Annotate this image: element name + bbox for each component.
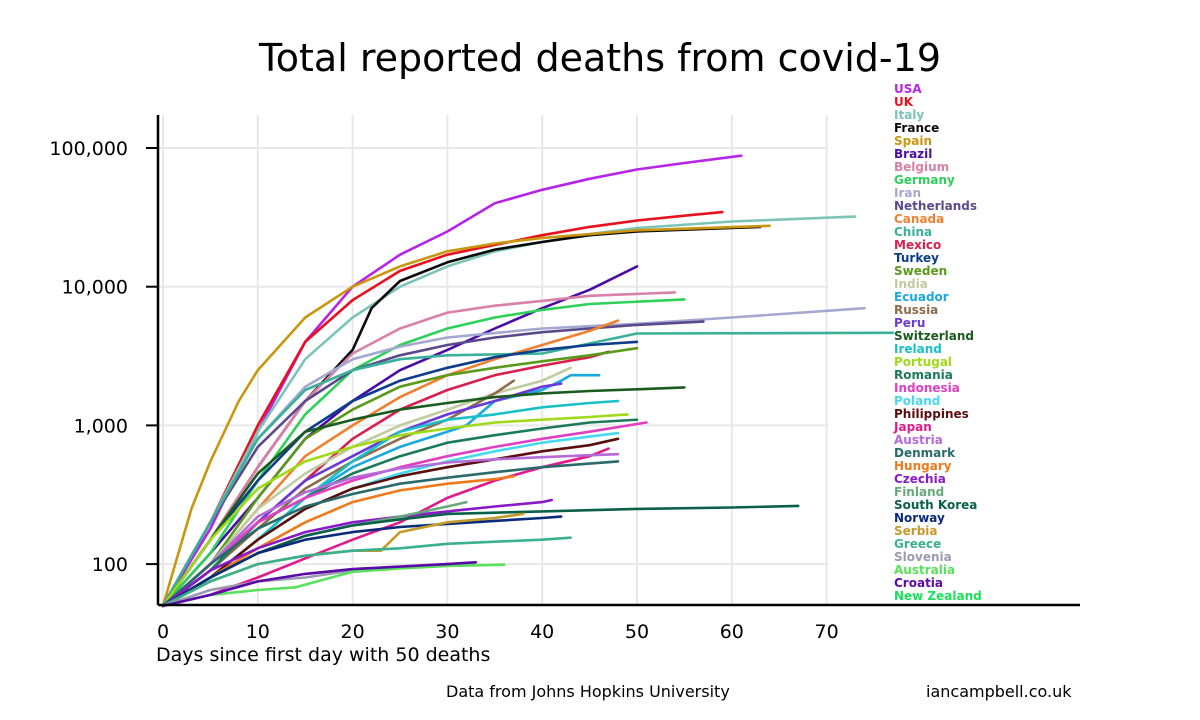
series-line-sweden [161,346,639,608]
series-line-uk [161,210,724,608]
axis-layer: 0 10 20 30 40 50 60 70 100 1,000 10,000 100,000 [49,115,1080,643]
series-line-spain [161,224,771,608]
series-line-brazil [161,265,639,608]
series-line-philippines [161,437,620,608]
legend-entry: South Korea [894,498,978,512]
legend-entry: Finland [894,485,945,499]
credit-note: iancampbell.co.uk [926,682,1072,701]
legend-entry: Czechia [894,472,946,486]
x-axis-label: Days since first day with 50 deaths [156,644,491,666]
legend-entry: Japan [894,420,932,434]
x-tick-label: 40 [530,621,554,643]
series-line-turkey [161,340,639,608]
series-line-portugal [161,413,629,608]
x-tick-label: 60 [720,621,744,643]
legend-entry: Slovenia [894,550,952,564]
legend-entry: Brazil [894,147,933,161]
legend-entry: China [894,225,933,239]
legend-entry: Philippines [894,407,969,421]
x-tick-label: 30 [435,621,459,643]
legend-entry: Serbia [894,524,938,538]
legend: USA UK Italy France Spain Brazil Belgium German… [894,83,982,603]
data-source-note: Data from Johns Hopkins University [446,682,730,701]
legend-entry: Ecuador [894,290,949,304]
legend-entry: Portugal [894,355,953,369]
legend-entry: Austria [894,433,943,447]
series-layer [161,154,895,608]
y-tick-label: 100,000 [49,138,128,160]
y-tick-label: 10,000 [62,277,128,299]
series-line-norway [161,515,563,608]
legend-entry: Turkey [894,251,939,265]
x-tick-label: 0 [157,621,169,643]
legend-entry: Sweden [894,264,948,278]
legend-entry: Russia [894,303,939,317]
legend-entry: Romania [894,368,953,382]
legend-entry: Hungary [894,459,952,473]
legend-entry: Poland [894,394,941,408]
series-line-italy [161,215,857,608]
legend-entry: India [894,277,928,291]
x-tick-label: 50 [625,621,649,643]
series-line-czechia [161,498,553,608]
legend-entry: Peru [894,316,926,330]
legend-entry: Switzerland [894,329,974,343]
legend-entry: Netherlands [894,199,978,213]
legend-entry: Greece [894,537,942,551]
series-line-denmark [161,460,620,608]
series-line-france [161,225,762,608]
legend-entry: Denmark [894,446,956,460]
series-line-hungary [161,474,516,608]
series-line-china [161,331,895,608]
x-tick-label: 20 [341,621,365,643]
series-line-belgium [161,291,677,608]
legend-entry: Ireland [894,342,942,356]
x-tick-label: 10 [246,621,270,643]
series-line-austria [161,452,620,608]
series-line-greece [161,536,572,608]
series-line-croatia [161,561,478,608]
legend-entry: Italy [894,108,925,122]
legend-entry: New Zealand [894,589,982,603]
legend-entry: Croatia [894,576,944,590]
legend-entry: Australia [894,563,956,577]
legend-entry: Spain [894,134,932,148]
legend-entry: Norway [894,511,945,525]
legend-entry: Canada [894,212,945,226]
legend-entry: France [894,121,940,135]
x-tick-label: 70 [815,621,839,643]
legend-entry: Belgium [894,160,950,174]
chart-title: Total reported deaths from covid-19 [259,36,941,80]
y-tick-label: 100 [92,554,128,576]
legend-entry: UK [894,95,914,109]
series-line-switzerland [161,386,686,608]
series-line-australia [161,563,506,608]
series-line-slovenia [161,561,478,608]
y-tick-label: 1,000 [74,415,128,437]
legend-entry: Indonesia [894,381,960,395]
legend-entry: USA [894,82,922,96]
legend-entry: Iran [894,186,922,200]
legend-entry: Mexico [894,238,942,252]
series-line-india [161,366,572,608]
series-line-romania [161,418,639,608]
legend-entry: Germany [894,173,955,187]
